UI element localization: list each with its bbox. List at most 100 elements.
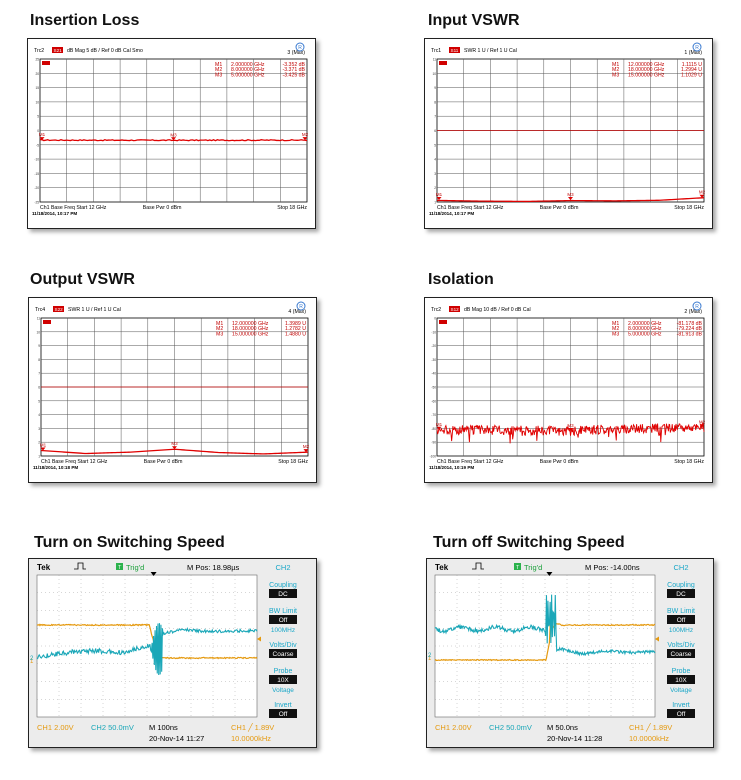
scope-timebase: M 100ns	[149, 723, 178, 732]
vna-ytick-label: -40	[431, 372, 436, 376]
vna-ytick-label: 1	[38, 455, 40, 459]
vna-panel-input-vswr: Trc1 S11 SWR 1 U / Ref 1 U Cal 1 (Max) R 11 10…	[424, 38, 713, 229]
vna-ytick-label: -20	[431, 344, 436, 348]
vna-format-label: dB Mag 10 dB / Ref 0 dB Cal	[464, 307, 531, 313]
vna-ytick-label: 11	[433, 58, 437, 62]
vna-ytick-label: 5	[38, 399, 40, 403]
vna-marker-triangle	[568, 197, 573, 200]
vna-ytick-label: 5	[37, 115, 39, 119]
scope-date: 20-Nov-14 11:27	[149, 734, 204, 743]
scope-trigger-pos-arrow	[150, 572, 157, 576]
vna-ytick-label: 0	[37, 129, 39, 133]
scope-ch1-scale: CH1 2.00V	[37, 723, 74, 732]
vna-ytick-label: -5	[36, 143, 39, 147]
vna-marker-id: M3	[612, 331, 619, 337]
vna-marker-triangle	[302, 137, 308, 141]
vna-marker-value: -3.425 dB	[283, 72, 306, 78]
vna-marker-triangle	[303, 449, 309, 453]
vna-corner-label: 3 (Max)	[287, 50, 305, 56]
scope-side-label: Invert	[274, 702, 292, 709]
scope-side-value-box	[269, 615, 297, 624]
vna-ref-badge	[439, 320, 447, 324]
scope-side-extra: Voltage	[670, 687, 692, 694]
scope-ch1-trace	[36, 623, 258, 660]
scope-side-value: Coarse	[671, 651, 692, 658]
vna-ytick-label: -90	[431, 441, 436, 445]
scope-trigger-level-arrow	[257, 636, 261, 642]
vna-marker-tag: M2	[302, 132, 309, 137]
vna-marker-triangle	[699, 424, 705, 428]
vna-ytick-label: 7	[38, 372, 40, 376]
vna-marker-id: M2	[216, 326, 223, 332]
scope-side-value: 10X	[277, 677, 289, 684]
vna-ytick-label: 4	[38, 413, 40, 417]
vna-marker-freq: 2.000000 GHz	[628, 321, 662, 327]
scope-trigger-level-arrow	[655, 636, 659, 642]
scope-brand: Tek	[435, 563, 449, 572]
vna-marker-tag: M2	[699, 419, 706, 424]
vna-marker-tag: M1	[39, 132, 46, 137]
vna-param-label: S12	[451, 307, 460, 312]
vna-ytick-label: 0	[434, 317, 436, 321]
scope-side-value: Off	[279, 711, 288, 718]
scope-trig-mark: T	[516, 565, 520, 571]
vna-marker-id: M1	[612, 62, 619, 68]
vna-marker-value: -3.371 dB	[283, 67, 306, 73]
vna-footer-power: Base Pwr 0 dBm	[144, 459, 183, 465]
scope-timebase: M 50.0ns	[547, 723, 578, 732]
scope-ch2-scale: CH2 50.0mV	[91, 723, 134, 732]
vna-format-label: SWR 1 U / Ref 1 U Cal	[68, 307, 121, 313]
scope-side-value-box	[667, 649, 695, 658]
scope-side-value-box	[667, 615, 695, 624]
scope-side-value-box	[269, 649, 297, 658]
vna-marker-tag: M3	[567, 423, 574, 428]
vna-marker-triangle	[171, 137, 176, 141]
vna-ytick-label: -60	[431, 399, 436, 403]
vna-marker-tag: M1	[40, 442, 47, 447]
vna-marker-tag: M3	[171, 441, 178, 446]
vna-marker-value: 1.2782 U	[285, 326, 306, 332]
vna-marker-value: 1.1029 U	[681, 72, 702, 78]
vna-footer-stop: Stop 18 GHz	[278, 459, 308, 465]
vna-marker-value: -79.224 dB	[677, 326, 703, 332]
title-output-vswr: Output VSWR	[30, 271, 135, 288]
vna-footer-power: Base Pwr 0 dBm	[540, 205, 579, 211]
vna-marker-freq: 5.000000 GHz	[231, 72, 265, 78]
vna-marker-value: -81.913 dB	[677, 331, 703, 337]
scope-side-value: DC	[278, 591, 288, 598]
vna-marker-triangle	[39, 137, 45, 141]
scope-ch1-trace	[434, 623, 656, 662]
scope-mpos: M Pos: 18.98µs	[187, 563, 240, 572]
vna-ytick-label: -15	[34, 172, 39, 176]
vna-ytick-label: -30	[431, 358, 436, 362]
vna-ytick-label: 3	[38, 427, 40, 431]
vna-trace-line	[436, 197, 705, 203]
scope-trig-icon	[116, 563, 123, 570]
vna-ytick-label: 25	[35, 58, 39, 62]
scope-side-label: Volts/Div	[269, 642, 297, 649]
vna-marker-tag: M1	[436, 422, 443, 427]
vna-marker-freq: 8.000000 GHz	[628, 326, 662, 332]
vna-ytick-label: -20	[34, 186, 39, 190]
vna-marker-freq: 12.000000 GHz	[628, 62, 665, 68]
vna-marker-freq: 8.000000 GHz	[231, 67, 265, 73]
vna-logo-icon	[295, 42, 305, 52]
vna-ytick-label: 11	[37, 317, 41, 321]
scope-ch2-marker: 2	[30, 656, 34, 662]
vna-marker-freq: 15.000000 GHz	[232, 331, 269, 337]
vna-footer-stop: Stop 18 GHz	[674, 459, 704, 465]
vna-trace-line	[40, 448, 309, 455]
vna-marker-value: 1.4880 U	[285, 331, 306, 337]
scope-channel-title: CH2	[673, 563, 688, 572]
vna-ytick-label: 4	[434, 158, 436, 162]
vna-ytick-label: 2	[38, 441, 40, 445]
vna-marker-tag: M3	[567, 192, 574, 197]
vna-marker-freq: 2.000000 GHz	[231, 62, 265, 68]
vna-format-label: SWR 1 U / Ref 1 U Cal	[464, 48, 517, 54]
vna-marker-tag: M2	[699, 190, 706, 195]
scope-side-extra: 100MHz	[669, 627, 693, 634]
scope-side-value-box	[667, 589, 695, 598]
vna-logo-icon	[692, 301, 702, 311]
vna-panel-isolation: Trc2 S12 dB Mag 10 dB / Ref 0 dB Cal 2 (Max…	[424, 297, 713, 483]
vna-chart-output-vswr: Trc4 S22 SWR 1 U / Ref 1 U Cal 4 (Max)R 11 10…	[33, 301, 310, 470]
